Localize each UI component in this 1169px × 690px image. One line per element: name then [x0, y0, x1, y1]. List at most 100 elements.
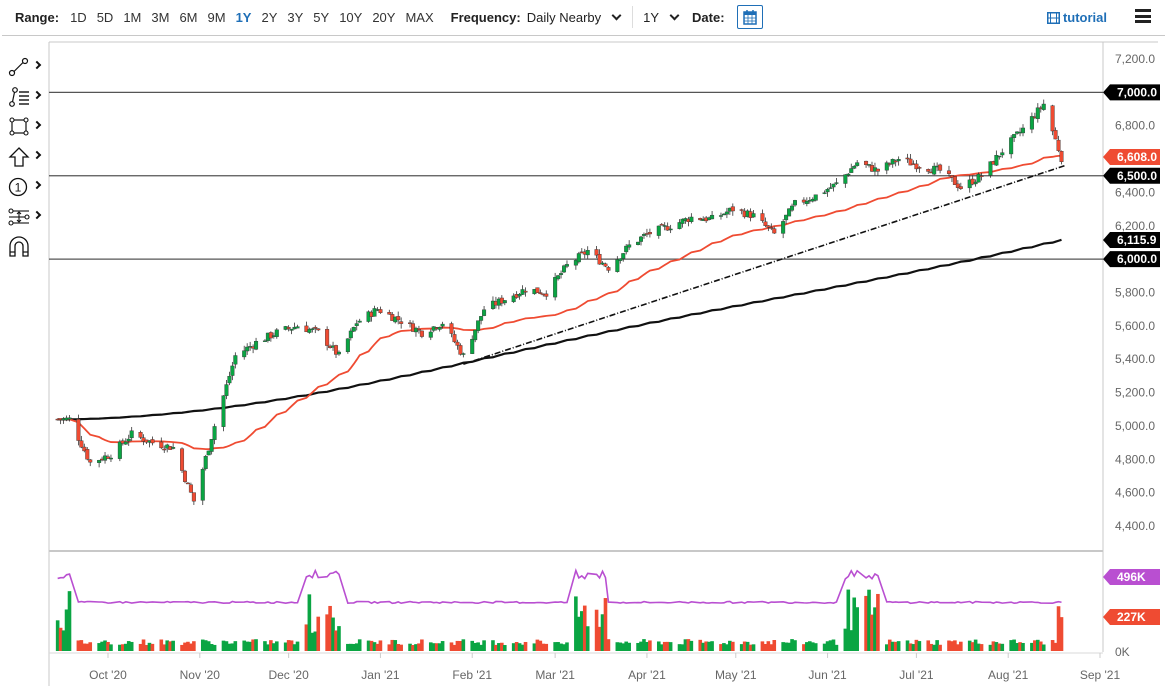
range-button-1d[interactable]: 1D [70, 9, 87, 25]
hline-tag-label: 7,000.0 [1117, 85, 1157, 99]
fibonacci-tool[interactable] [0, 82, 48, 112]
ma200-tag-label: 6,115.9 [1117, 233, 1157, 247]
range-button-5y[interactable]: 5Y [313, 9, 330, 25]
arrow-up-icon [8, 147, 30, 167]
frequency-value: Daily Nearby [526, 9, 602, 25]
measure-icon [8, 208, 30, 226]
candlesticks [55, 99, 1064, 506]
y-tick-label: 5,600.0 [1115, 319, 1155, 333]
ma200-line [57, 238, 1062, 421]
arrow-tool[interactable] [0, 142, 48, 172]
range-button-3y[interactable]: 3Y [287, 9, 304, 25]
calendar-icon [742, 10, 757, 25]
rectangle-tool[interactable] [0, 112, 48, 142]
y-tick-label: 6,400.0 [1115, 185, 1155, 199]
x-tick-label: Jun '21 [808, 668, 847, 682]
range-buttons: 1D 5D 1M 3M 6M 9M 1Y 2Y 3Y 5Y 10Y 20Y MAX [65, 10, 439, 25]
range-button-1m[interactable]: 1M [123, 9, 142, 25]
rectangle-icon [9, 117, 29, 136]
ma200-tag [1103, 232, 1160, 248]
range-button-5d[interactable]: 5D [96, 9, 114, 25]
last-price-tag [1103, 149, 1160, 165]
toolbar: Range: 1D 5D 1M 3M 6M 9M 1Y 2Y 3Y 5Y 10Y 20Y MAX Fre… [0, 0, 1169, 34]
trendline[interactable] [463, 164, 1065, 365]
x-tick-label: Dec '20 [268, 668, 309, 682]
magnet-tool[interactable] [0, 232, 48, 262]
range-button-10y[interactable]: 10Y [339, 9, 363, 25]
range-button-6m[interactable]: 6M [179, 9, 198, 25]
tutorial-label: tutorial [1062, 10, 1107, 25]
frequency-selector: Frequency: Daily Nearby 1Y Date: [451, 5, 763, 29]
volume-ma-tag [1103, 569, 1160, 585]
last-volume-tag [1103, 609, 1160, 625]
hline-tag-label: 6,500.0 [1117, 169, 1157, 183]
volume-bars [55, 589, 1064, 651]
menu-icon-bar [1135, 14, 1151, 18]
measure-tool[interactable] [0, 202, 48, 232]
film-icon [1046, 11, 1060, 24]
range-selector: Range: 1D 5D 1M 3M 6M 9M 1Y 2Y 3Y 5Y 10Y 20Y MAX [15, 10, 439, 25]
frequency-dropdown[interactable]: Daily Nearby [527, 10, 628, 25]
range-button-2y[interactable]: 2Y [261, 9, 278, 25]
frequency-label: Frequency: [450, 9, 521, 25]
range-button-1y[interactable]: 1Y [235, 9, 252, 25]
trend-line-tool[interactable] [0, 52, 48, 82]
drawing-toolbar: 1 [0, 52, 48, 262]
y-tick-label: 5,000.0 [1115, 419, 1155, 433]
range-button-3m[interactable]: 3M [151, 9, 170, 25]
range-button-20y[interactable]: 20Y [372, 9, 396, 25]
toolbar-separator [2, 35, 1165, 36]
x-tick-label: Feb '21 [452, 668, 492, 682]
annotation-tool[interactable]: 1 [0, 172, 48, 202]
hline-tag-label: 6,000.0 [1117, 252, 1157, 266]
x-tick-label: Sep '21 [1080, 668, 1121, 682]
hline-tag [1103, 84, 1160, 101]
y-tick-label: 4,800.0 [1115, 452, 1155, 466]
price-axis[interactable]: 7,200.0 6,800.0 6,400.0 6,200.0 5,800.0 5,600… [1115, 52, 1155, 659]
last-price-tag-label: 6,608.0 [1117, 150, 1157, 164]
volume-ma-tag-label: 496K [1117, 570, 1146, 584]
trendline [463, 164, 1065, 365]
x-tick-label: Aug '21 [988, 668, 1029, 682]
divider [632, 6, 634, 28]
number-circle-icon: 1 [8, 177, 28, 197]
x-tick-label: Mar '21 [535, 668, 575, 682]
range-button-max[interactable]: MAX [405, 9, 434, 25]
x-tick-label: Jan '21 [361, 668, 400, 682]
x-tick-label: Apr '21 [628, 668, 666, 682]
horizontal-lines[interactable] [49, 91, 1103, 260]
x-tick-label: Jul '21 [899, 668, 934, 682]
y-tick-label: 6,200.0 [1115, 219, 1155, 233]
hline-tag [1103, 251, 1160, 268]
fib-icon [9, 87, 29, 107]
x-tick-label: Oct '20 [89, 668, 127, 682]
line-icon [8, 57, 29, 77]
last-volume-tag-label: 227K [1117, 610, 1146, 624]
price-tags: 7,000.0 6,500.0 6,000.0 6,608.0 6,115.9 496K 2… [1103, 84, 1160, 625]
ma50-line [57, 154, 1062, 451]
hline-tag [1103, 167, 1160, 184]
tutorial-link[interactable]: tutorial [1046, 10, 1107, 25]
magnet-icon [9, 236, 29, 257]
y-tick-label: 5,800.0 [1115, 286, 1155, 300]
svg-text:1: 1 [15, 181, 22, 195]
period-dropdown[interactable]: 1Y [643, 10, 686, 25]
period-value: 1Y [643, 9, 660, 25]
volume-zero-label: 0K [1115, 645, 1130, 659]
volume-ma-line [57, 568, 1062, 605]
menu-icon-bar [1135, 20, 1151, 23]
y-tick-label: 6,800.0 [1115, 119, 1155, 133]
x-tick-label: Nov '20 [180, 668, 221, 682]
range-button-9m[interactable]: 9M [207, 9, 226, 25]
y-tick-label: 5,400.0 [1115, 352, 1155, 366]
y-tick-label: 4,600.0 [1115, 486, 1155, 500]
y-tick-label: 5,200.0 [1115, 386, 1155, 400]
date-label: Date: [692, 9, 725, 25]
date-picker-button[interactable] [736, 5, 763, 29]
chart-frame [48, 41, 1158, 686]
range-label: Range: [15, 9, 60, 25]
hamburger-menu-button[interactable] [1135, 9, 1151, 23]
y-tick-label: 7,200.0 [1115, 52, 1155, 66]
time-axis[interactable]: Oct '20 Nov '20 Dec '20 Jan '21 Feb '21 Mar '… [89, 653, 1120, 682]
